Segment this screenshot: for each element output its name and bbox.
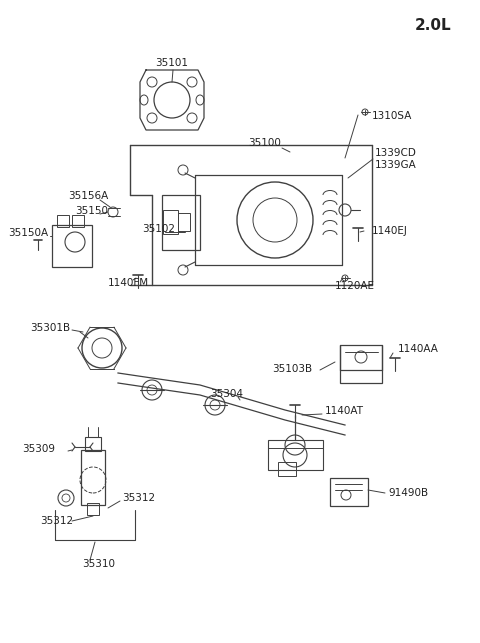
Bar [268, 440, 323, 470]
Bar [162, 195, 200, 250]
Text: 35102: 35102 [142, 224, 175, 234]
Text: 1120AE: 1120AE [335, 281, 375, 291]
Text: 1339GA: 1339GA [375, 160, 417, 170]
Text: 1310SA: 1310SA [372, 111, 412, 121]
Text: 1140FM: 1140FM [108, 278, 149, 288]
Text: 1140EJ: 1140EJ [372, 226, 408, 236]
Bar [52, 225, 92, 267]
Text: 35103B: 35103B [272, 364, 312, 374]
Bar [178, 213, 190, 231]
Bar [340, 345, 382, 383]
Text: 1140AT: 1140AT [325, 406, 364, 416]
Text: 35150: 35150 [75, 206, 108, 216]
Text: 35304: 35304 [210, 389, 243, 399]
Text: 35100: 35100 [248, 138, 281, 148]
Text: 35150A: 35150A [8, 228, 48, 238]
Bar [72, 215, 84, 227]
Text: 1140AA: 1140AA [398, 344, 439, 354]
Text: 35156A: 35156A [68, 191, 108, 201]
Bar [85, 437, 101, 451]
Bar [57, 215, 69, 227]
Text: 35101: 35101 [155, 58, 188, 68]
Bar [278, 462, 296, 476]
Text: 2.0L: 2.0L [415, 17, 452, 33]
Bar [330, 478, 368, 506]
Text: 1339CD: 1339CD [375, 148, 417, 158]
Bar [87, 503, 99, 515]
Text: 35312: 35312 [122, 493, 155, 503]
Text: 35309: 35309 [22, 444, 55, 454]
Text: 91490B: 91490B [388, 488, 428, 498]
Bar [81, 450, 105, 505]
Text: 35310: 35310 [82, 559, 115, 569]
Text: 35301B: 35301B [30, 323, 70, 333]
Text: 35312: 35312 [40, 516, 73, 526]
Bar [163, 210, 178, 234]
